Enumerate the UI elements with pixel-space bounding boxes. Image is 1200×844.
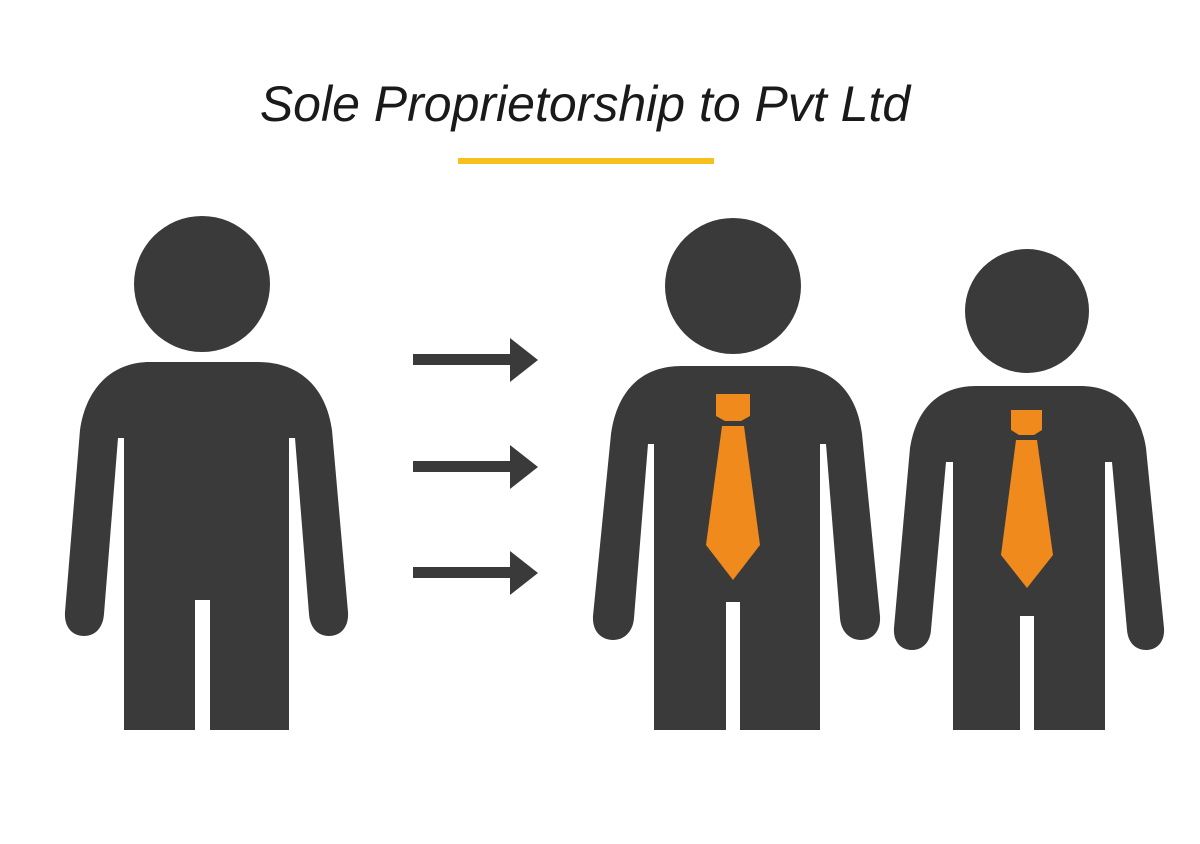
- necktie-icon: [1001, 410, 1053, 588]
- person-head: [134, 216, 270, 352]
- arrow-2-right-arrow-icon: [413, 445, 538, 489]
- businessman-2-icon: [893, 249, 1165, 730]
- businessman-1-icon: [592, 218, 881, 730]
- necktie-icon: [706, 394, 760, 580]
- title-underline: [458, 158, 714, 164]
- businessman-2-head: [965, 249, 1089, 373]
- sole-proprietor-person-icon: [64, 216, 349, 730]
- arrow-1-right-arrow-icon: [413, 338, 538, 382]
- person-body: [64, 362, 349, 730]
- businessman-1-head: [665, 218, 801, 354]
- arrow-3-right-arrow-icon: [413, 551, 538, 595]
- diagram-title: Sole Proprietorship to Pvt Ltd: [259, 76, 911, 132]
